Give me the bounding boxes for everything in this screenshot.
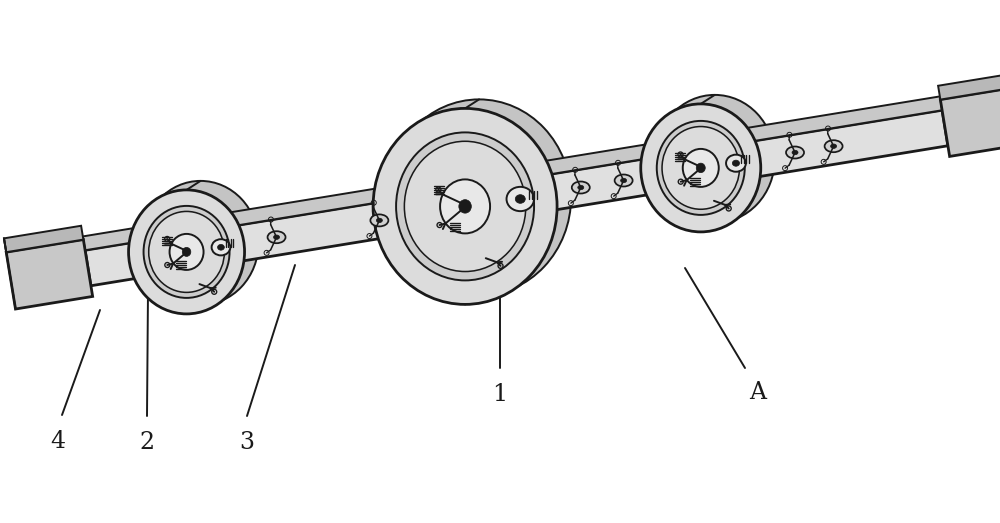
- Polygon shape: [6, 240, 93, 309]
- Ellipse shape: [149, 211, 224, 292]
- Ellipse shape: [572, 181, 590, 194]
- Ellipse shape: [726, 155, 746, 172]
- Ellipse shape: [212, 239, 230, 255]
- Ellipse shape: [396, 132, 534, 280]
- Ellipse shape: [657, 121, 745, 215]
- Ellipse shape: [182, 247, 191, 256]
- Ellipse shape: [615, 175, 633, 187]
- Ellipse shape: [387, 99, 571, 295]
- Ellipse shape: [683, 149, 719, 187]
- Ellipse shape: [170, 234, 204, 270]
- Text: A: A: [750, 381, 767, 404]
- Ellipse shape: [218, 244, 224, 250]
- Polygon shape: [85, 110, 948, 286]
- Ellipse shape: [732, 160, 740, 166]
- Ellipse shape: [268, 231, 286, 243]
- Ellipse shape: [129, 190, 245, 314]
- Ellipse shape: [662, 127, 739, 209]
- Polygon shape: [4, 226, 83, 252]
- Ellipse shape: [274, 235, 280, 240]
- Ellipse shape: [440, 179, 490, 233]
- Ellipse shape: [515, 195, 525, 203]
- Ellipse shape: [373, 108, 557, 304]
- Ellipse shape: [831, 144, 837, 149]
- Polygon shape: [940, 89, 1000, 156]
- Ellipse shape: [578, 185, 584, 190]
- Ellipse shape: [621, 178, 627, 183]
- Ellipse shape: [507, 187, 534, 211]
- Text: 1: 1: [492, 383, 508, 406]
- Ellipse shape: [696, 163, 705, 173]
- Ellipse shape: [786, 146, 804, 158]
- Text: 4: 4: [50, 430, 66, 453]
- Ellipse shape: [143, 181, 259, 305]
- Text: 3: 3: [240, 431, 254, 454]
- Polygon shape: [938, 75, 1000, 99]
- Ellipse shape: [376, 218, 382, 223]
- Ellipse shape: [459, 200, 471, 213]
- Text: 2: 2: [139, 431, 155, 454]
- Polygon shape: [83, 96, 942, 250]
- Ellipse shape: [144, 206, 230, 298]
- Ellipse shape: [792, 150, 798, 155]
- Ellipse shape: [655, 95, 775, 223]
- Ellipse shape: [404, 141, 526, 271]
- Ellipse shape: [370, 214, 388, 226]
- Ellipse shape: [825, 140, 843, 152]
- Ellipse shape: [641, 104, 761, 232]
